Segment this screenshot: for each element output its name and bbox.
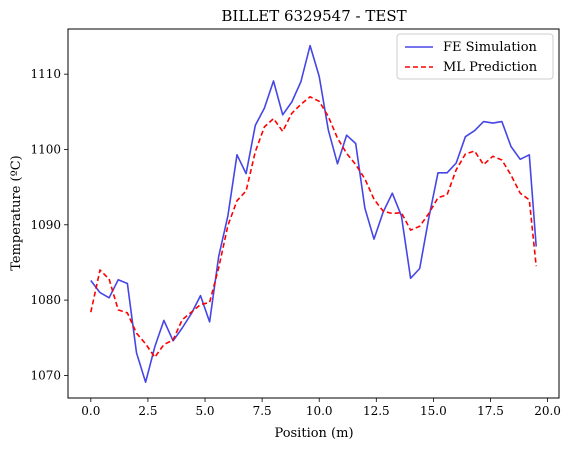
- series-line-ml-prediction: [90, 96, 537, 359]
- plot-area: [90, 44, 537, 384]
- legend: FE Simulation ML Prediction: [396, 33, 554, 80]
- y-tick-label: 1070: [30, 368, 61, 382]
- x-tick-label: 12.5: [363, 404, 390, 418]
- x-tick-label: 7.5: [253, 404, 272, 418]
- y-tick-label: 1080: [30, 293, 61, 307]
- y-axis: 1070 1080 1090 1100 1110: [30, 67, 68, 382]
- y-tick-label: 1090: [30, 218, 61, 232]
- x-tick-label: 15.0: [420, 404, 447, 418]
- legend-box: [396, 33, 554, 80]
- legend-label-ml-prediction: ML Prediction: [443, 60, 538, 75]
- x-tick-label: 20.0: [534, 404, 561, 418]
- x-axis-label: Position (m): [274, 426, 353, 441]
- y-axis-label: Temperature (ºC): [9, 155, 24, 271]
- x-tick-label: 10.0: [306, 404, 333, 418]
- plot-frame: [67, 28, 560, 399]
- series-line-fe-simulation: [90, 44, 537, 384]
- legend-label-fe-simulation: FE Simulation: [443, 40, 538, 55]
- x-tick-label: 17.5: [477, 404, 504, 418]
- chart-title: BILLET 6329547 - TEST: [221, 7, 406, 25]
- y-tick-label: 1110: [30, 67, 61, 81]
- x-tick-label: 2.5: [138, 404, 157, 418]
- x-tick-label: 0.0: [81, 404, 100, 418]
- x-tick-label: 5.0: [195, 404, 214, 418]
- y-tick-label: 1100: [30, 142, 61, 156]
- x-axis: 0.0 2.5 5.0 7.5 10.0 12.5 15.0 17.5 20.0: [81, 398, 561, 418]
